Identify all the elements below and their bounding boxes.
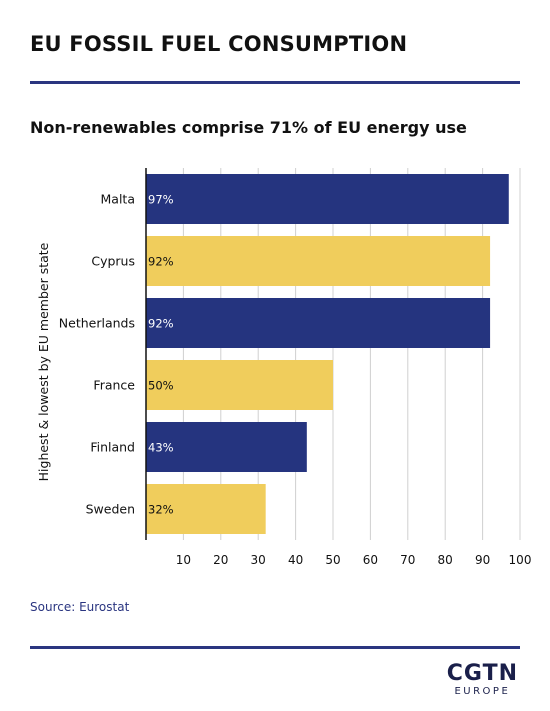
- bar-chart: 10 20 30 40 50 60 70 80 90 100 Malta 97% Cyprus 92% Ne…: [36, 168, 532, 580]
- x-tick-label: 90: [475, 553, 490, 567]
- cgtn-logo: CGTN EUROPE: [447, 662, 518, 698]
- x-tick-label: 80: [438, 553, 453, 567]
- bar-finland: [146, 422, 307, 472]
- category-label: Cyprus: [91, 254, 135, 269]
- footer-divider: [30, 646, 520, 649]
- category-label: Finland: [90, 440, 135, 455]
- x-tick-label: 50: [325, 553, 340, 567]
- x-tick-label: 20: [213, 553, 228, 567]
- x-axis-label: % share of fossil fuels in gross consump…: [179, 578, 499, 580]
- logo-subtitle: EUROPE: [454, 686, 511, 697]
- page-title: EU FOSSIL FUEL CONSUMPTION: [30, 32, 408, 56]
- bar-value-label: 97%: [148, 193, 174, 207]
- bar-value-label: 43%: [148, 441, 174, 455]
- bar-value-label: 92%: [148, 317, 174, 331]
- x-tick-label: 100: [509, 553, 532, 567]
- bar-france: [146, 360, 333, 410]
- source-note: Source: Eurostat: [30, 600, 130, 614]
- bar-value-label: 92%: [148, 255, 174, 269]
- bar-value-label: 50%: [148, 379, 174, 393]
- bar-netherlands: [146, 298, 491, 348]
- x-tick-label: 30: [251, 553, 266, 567]
- category-label: Malta: [101, 192, 135, 207]
- bar-sweden: [146, 484, 266, 534]
- logo-wordmark: CGTN: [446, 661, 518, 686]
- x-tick-label: 70: [400, 553, 415, 567]
- header-divider: [30, 81, 520, 84]
- y-axis-label: Highest & lowest by EU member state: [36, 242, 51, 481]
- category-label: France: [93, 378, 135, 393]
- x-tick-label: 40: [288, 553, 303, 567]
- category-label: Netherlands: [59, 316, 135, 331]
- x-tick-label: 10: [176, 553, 191, 567]
- bar-malta: [146, 174, 509, 224]
- x-tick-label: 60: [363, 553, 378, 567]
- chart-subtitle: Non-renewables comprise 71% of EU energy…: [30, 118, 467, 137]
- category-label: Sweden: [86, 502, 135, 517]
- bar-cyprus: [146, 236, 491, 286]
- bar-value-label: 32%: [148, 503, 174, 517]
